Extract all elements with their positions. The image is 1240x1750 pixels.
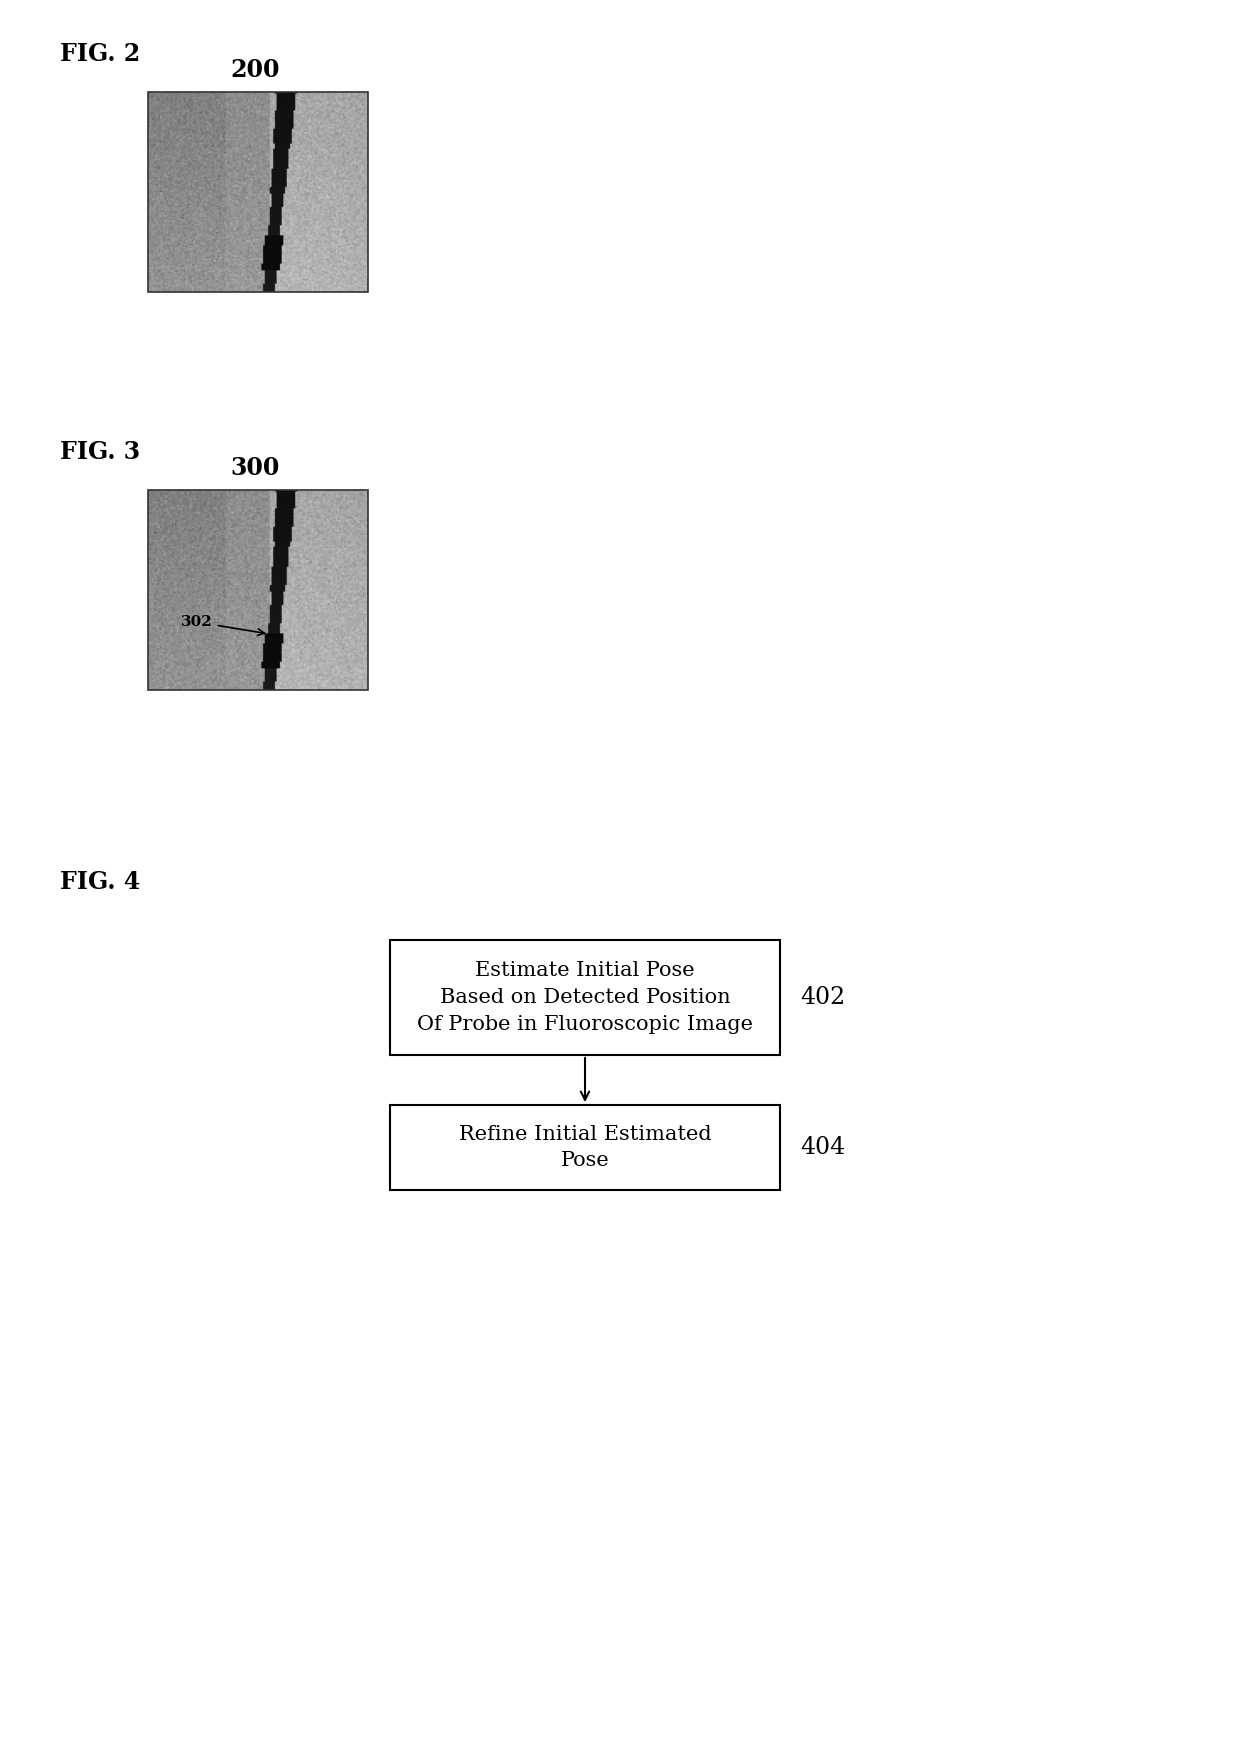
Text: FIG. 3: FIG. 3 <box>60 439 140 464</box>
Text: Estimate Initial Pose
Based on Detected Position
Of Probe in Fluoroscopic Image: Estimate Initial Pose Based on Detected … <box>417 961 753 1034</box>
Bar <box>148 490 368 690</box>
Bar <box>148 93 368 292</box>
Text: 200: 200 <box>231 58 280 82</box>
Text: 402: 402 <box>800 985 846 1010</box>
Text: FIG. 2: FIG. 2 <box>60 42 140 66</box>
Text: Refine Initial Estimated
Pose: Refine Initial Estimated Pose <box>459 1125 712 1171</box>
Text: FIG. 4: FIG. 4 <box>60 870 140 894</box>
Text: 404: 404 <box>800 1136 846 1158</box>
Text: 302: 302 <box>181 614 264 635</box>
Bar <box>391 940 780 1055</box>
Text: 300: 300 <box>231 457 280 480</box>
Bar <box>391 1104 780 1190</box>
